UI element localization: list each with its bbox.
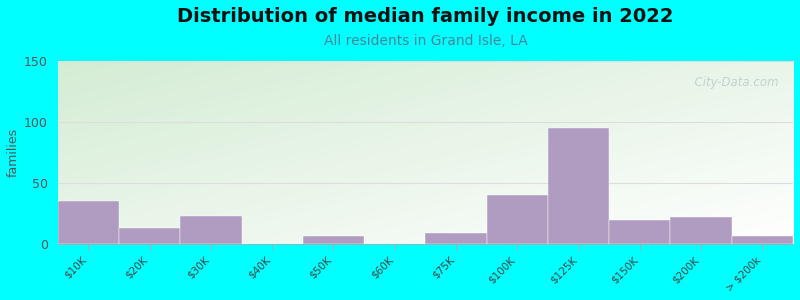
Title: Distribution of median family income in 2022: Distribution of median family income in … [177, 7, 674, 26]
Bar [548, 128, 610, 244]
Text: All residents in Grand Isle, LA: All residents in Grand Isle, LA [323, 34, 527, 48]
Bar [486, 195, 548, 244]
Bar [732, 236, 793, 244]
Text: City-Data.com: City-Data.com [686, 76, 778, 88]
Bar [670, 217, 732, 244]
Bar [426, 233, 486, 244]
Bar [119, 228, 180, 244]
Y-axis label: families: families [7, 128, 20, 177]
Bar [303, 236, 364, 244]
Bar [58, 201, 119, 244]
Bar [610, 220, 670, 244]
Bar [180, 216, 242, 244]
